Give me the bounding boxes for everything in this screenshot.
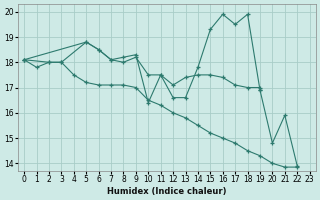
X-axis label: Humidex (Indice chaleur): Humidex (Indice chaleur) xyxy=(107,187,227,196)
